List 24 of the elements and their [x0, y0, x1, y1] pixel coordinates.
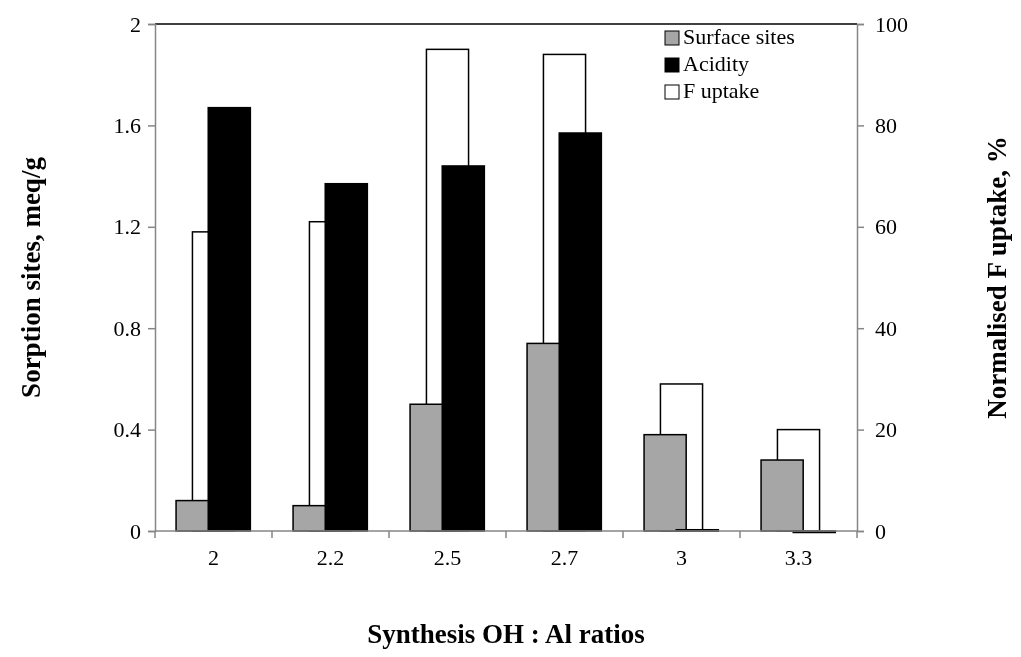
x-tick-label: 3: [676, 545, 687, 570]
y2-tick-label: 0: [875, 518, 886, 544]
y2-axis-title: Normalised F uptake, %: [982, 136, 1012, 419]
y2-tick-label: 80: [875, 112, 897, 138]
x-tick-label: 2.5: [433, 545, 462, 570]
x-tick-label: 2: [208, 545, 219, 570]
x-axis-title: Synthesis OH : Al ratios: [367, 619, 645, 649]
y-tick-label: 0: [130, 518, 141, 544]
y-tick-label: 0.4: [113, 417, 141, 443]
y-tick-label: 1.2: [113, 214, 141, 240]
y-tick-label: 2: [130, 11, 141, 37]
y-tick-label: 1.6: [113, 112, 141, 138]
legend-label: Acidity: [683, 51, 749, 76]
y2-tick-label: 100: [875, 11, 908, 37]
y2-tick-label: 60: [875, 214, 897, 240]
y-axis-title: Sorption sites, meq/g: [16, 156, 46, 398]
y-tick-label: 0.8: [113, 315, 141, 341]
y2-tick-label: 40: [875, 315, 897, 341]
x-tick-label: 2.2: [316, 545, 345, 570]
x-tick-label: 2.7: [550, 545, 579, 570]
y2-tick-label: 20: [875, 417, 897, 443]
x-tick-label: 3.3: [784, 545, 813, 570]
legend-label: Surface sites: [683, 24, 795, 49]
legend-label: F uptake: [683, 78, 760, 103]
